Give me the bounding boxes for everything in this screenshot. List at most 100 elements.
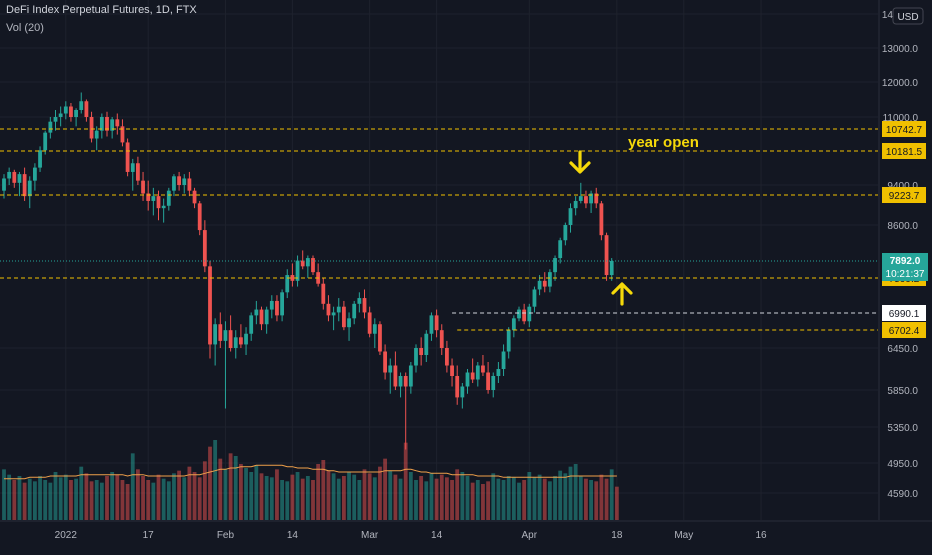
candle-body — [208, 266, 212, 345]
volume-bar — [259, 473, 264, 520]
candle — [290, 263, 295, 287]
candle — [130, 158, 135, 191]
candle — [208, 260, 212, 359]
candle-body — [475, 365, 480, 380]
candle-body — [609, 261, 614, 276]
arrow-down-icon-head — [569, 161, 591, 174]
candle — [434, 309, 439, 338]
candle-body — [589, 193, 593, 204]
volume-bar — [609, 469, 614, 520]
volume-bar — [285, 481, 290, 520]
candle — [99, 113, 104, 139]
volume-bar — [465, 476, 470, 520]
volume-bar — [300, 478, 305, 520]
level-label-box — [882, 121, 926, 137]
time-tick-label: 2022 — [55, 530, 78, 541]
volume-bar — [450, 480, 454, 520]
candle — [115, 113, 120, 135]
candle-body — [33, 167, 37, 181]
candle-body — [486, 372, 490, 390]
volume-bar — [12, 480, 17, 520]
level-label-text: 10742.7 — [886, 125, 923, 136]
candle-body — [223, 330, 228, 341]
volume-bar — [79, 466, 84, 520]
volume-bar — [614, 486, 619, 520]
volume-bar — [244, 468, 248, 520]
volume-bar — [254, 465, 259, 520]
volume-bar — [290, 474, 295, 520]
candle — [17, 171, 22, 197]
candle — [305, 255, 310, 278]
candle-body — [491, 376, 496, 390]
candle-body — [455, 376, 460, 398]
candle — [316, 263, 321, 287]
candle-body — [465, 372, 470, 387]
volume-bar — [2, 469, 6, 520]
volume-bar — [511, 477, 516, 520]
volume-bar — [125, 484, 130, 520]
volume-bar — [599, 474, 604, 520]
candle-body — [105, 117, 109, 131]
candle — [120, 119, 125, 147]
price-tick-label: 4590.0 — [887, 489, 918, 500]
candle-body — [548, 272, 552, 287]
level-label-text: 6990.1 — [889, 309, 920, 320]
volume-bars — [2, 440, 619, 520]
volume-bar — [460, 472, 465, 520]
annotations: year open — [569, 134, 699, 306]
candle — [311, 255, 315, 276]
time-tick-label: 17 — [143, 530, 155, 541]
currency-badge[interactable]: USD — [892, 7, 924, 25]
candle-body — [141, 180, 145, 194]
volume-bar — [38, 476, 42, 520]
volume-bar — [568, 466, 573, 520]
volume-bar — [331, 473, 336, 520]
volume-bar — [280, 480, 284, 520]
candle — [429, 312, 434, 341]
candle-body — [393, 365, 398, 387]
candle-body — [522, 309, 527, 322]
volume-bar — [336, 478, 341, 520]
candle-body — [89, 117, 94, 139]
candle — [89, 111, 94, 143]
volume-bar — [58, 477, 63, 520]
candle — [259, 306, 264, 331]
volume-bar — [517, 482, 521, 520]
candle-body — [388, 365, 393, 373]
volume-bar — [326, 470, 331, 520]
candle — [187, 171, 192, 197]
arrow-up-icon — [611, 282, 633, 306]
candle-body — [172, 176, 176, 191]
candle — [264, 306, 269, 334]
candle-body — [460, 386, 465, 398]
candle — [378, 321, 382, 355]
level-label-box — [882, 143, 926, 159]
candle — [254, 300, 259, 325]
time-tick-label: Apr — [522, 530, 538, 541]
level-label: 10742.7 — [882, 121, 926, 137]
candle — [347, 312, 351, 341]
candle-body — [156, 196, 161, 209]
price-tick-label: 6450.0 — [887, 344, 918, 355]
candle-body — [527, 306, 532, 322]
candle — [177, 171, 181, 191]
candle — [110, 117, 115, 139]
candle — [506, 327, 511, 359]
currency-label: USD — [897, 12, 918, 23]
arrow-up-icon-head — [611, 282, 633, 295]
candle — [280, 289, 284, 322]
candle — [408, 362, 413, 394]
candle — [63, 101, 68, 120]
candle — [393, 351, 398, 390]
level-label-box — [882, 305, 926, 321]
candle-body — [604, 235, 609, 276]
candle-body — [99, 117, 104, 131]
candle — [599, 200, 604, 241]
time-tick-label: 14 — [431, 530, 443, 541]
candle-body — [259, 309, 264, 325]
candle-body — [233, 337, 238, 348]
candle — [584, 190, 588, 209]
candle — [136, 156, 140, 185]
